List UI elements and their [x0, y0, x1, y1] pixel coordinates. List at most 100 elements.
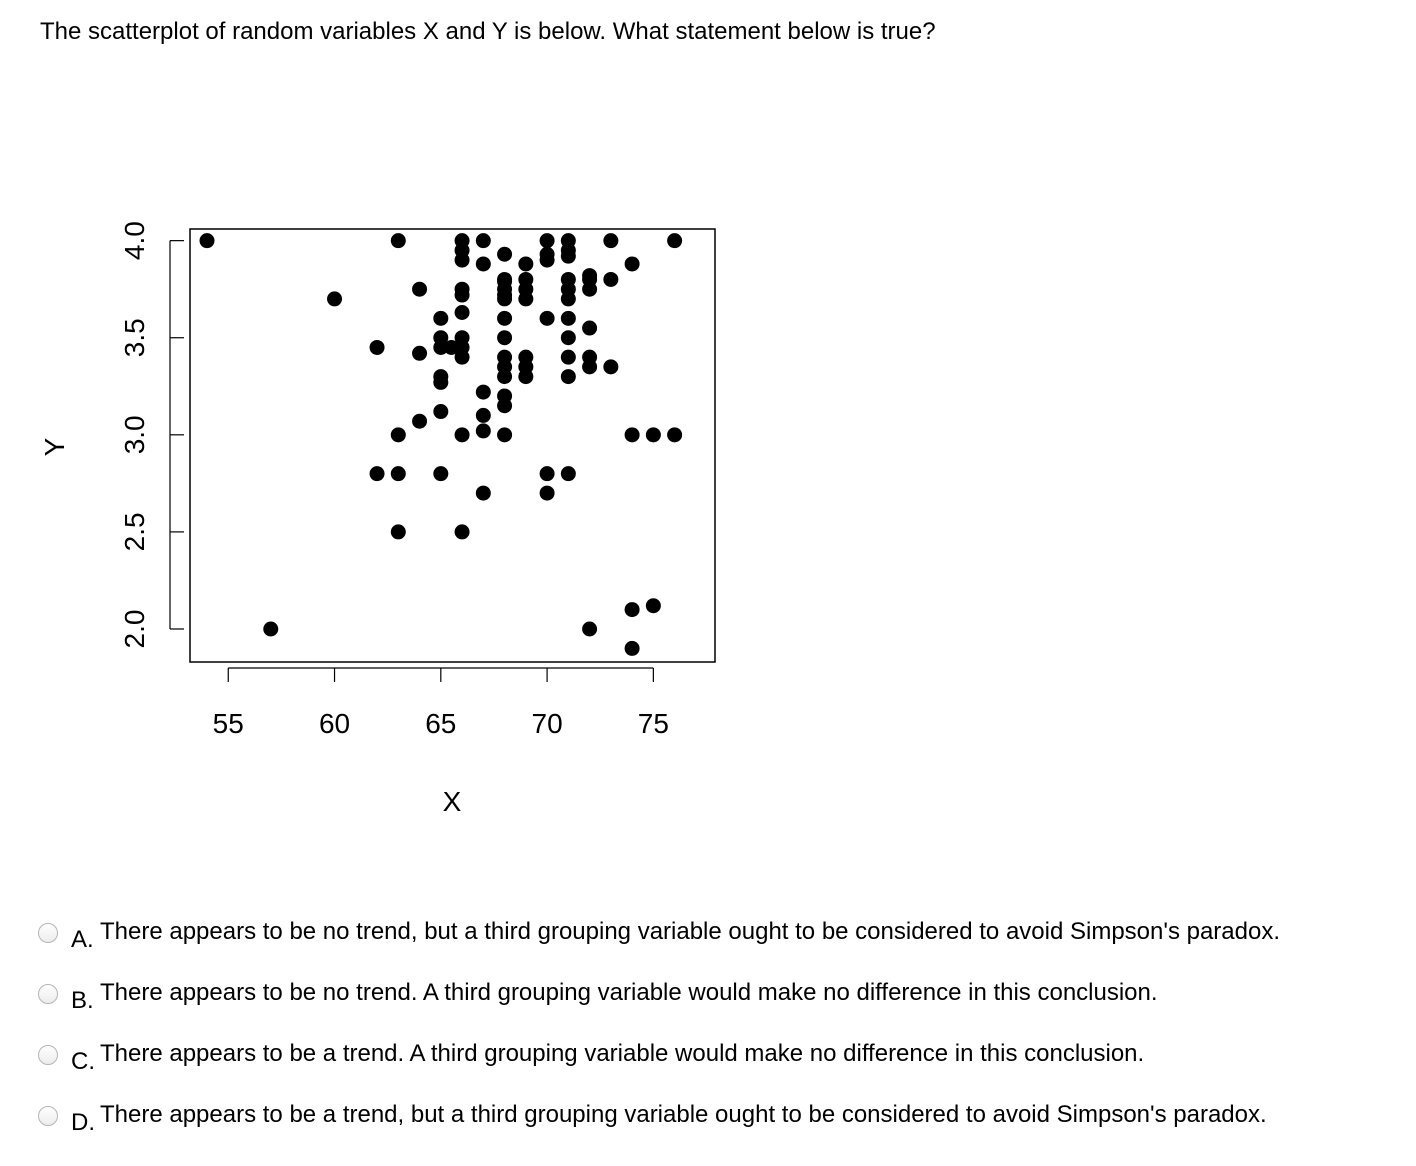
data-point: [454, 252, 470, 268]
data-point: [539, 233, 555, 249]
data-point: [475, 485, 491, 501]
data-point: [497, 246, 513, 262]
data-point: [582, 621, 598, 637]
radio-option-c[interactable]: [38, 1045, 58, 1065]
data-point: [433, 466, 449, 482]
plot-frame: [189, 228, 716, 663]
scatterplot: 55 60 65 70 75 2.0 2.5 3.0 3.5 4.0 X Y: [39, 221, 716, 817]
data-point: [475, 384, 491, 400]
data-point: [497, 310, 513, 326]
data-point: [497, 427, 513, 443]
data-point: [560, 291, 576, 307]
option-text: There appears to be a trend. A third gro…: [100, 1040, 1145, 1067]
data-point: [263, 621, 279, 637]
option-text: There appears to be no trend. A third gr…: [100, 979, 1158, 1006]
x-tick-label: 70: [532, 708, 563, 739]
data-point: [390, 524, 406, 540]
data-point: [433, 330, 449, 346]
data-point: [497, 398, 513, 414]
option-letter: B.: [71, 987, 94, 1014]
data-point: [497, 273, 513, 289]
option-b[interactable]: B. There appears to be no trend. A third…: [36, 973, 1396, 1034]
data-point: [560, 466, 576, 482]
data-point: [454, 427, 470, 443]
data-point: [624, 640, 640, 656]
option-a[interactable]: A. There appears to be no trend, but a t…: [36, 912, 1396, 973]
data-point: [475, 233, 491, 249]
data-point: [560, 349, 576, 365]
x-tick-label: 75: [638, 708, 669, 739]
data-point: [475, 407, 491, 423]
data-point: [560, 330, 576, 346]
data-point: [582, 320, 598, 336]
data-point: [603, 359, 619, 375]
data-point: [199, 233, 215, 249]
data-point: [327, 291, 343, 307]
x-axis-label: X: [443, 786, 462, 817]
data-point: [518, 256, 534, 272]
data-point: [369, 466, 385, 482]
data-point: [390, 233, 406, 249]
data-point: [454, 304, 470, 320]
data-point: [667, 233, 683, 249]
data-point: [475, 423, 491, 439]
data-point: [518, 369, 534, 385]
data-point: [475, 256, 491, 272]
data-point: [433, 310, 449, 326]
data-point: [497, 287, 513, 303]
data-point: [667, 427, 683, 443]
data-point: [443, 339, 459, 355]
data-point: [624, 256, 640, 272]
option-letter: D.: [71, 1109, 95, 1136]
question-text: The scatterplot of random variables X an…: [40, 18, 936, 45]
radio-option-d[interactable]: [38, 1106, 58, 1126]
data-point: [645, 427, 661, 443]
data-point: [390, 466, 406, 482]
option-text: There appears to be no trend, but a thir…: [100, 918, 1281, 945]
data-point: [433, 374, 449, 390]
y-tick-label: 2.0: [119, 610, 150, 649]
x-tick-label: 65: [425, 708, 456, 739]
data-point: [624, 427, 640, 443]
data-point: [582, 281, 598, 297]
data-point: [560, 369, 576, 385]
data-point: [560, 248, 576, 264]
radio-option-b[interactable]: [38, 984, 58, 1004]
data-point: [412, 345, 428, 361]
data-point: [433, 404, 449, 420]
y-axis: 2.0 2.5 3.0 3.5 4.0: [119, 221, 184, 648]
data-point: [497, 330, 513, 346]
option-text: There appears to be a trend, but a third…: [100, 1101, 1267, 1128]
data-point: [412, 281, 428, 297]
x-tick-label: 60: [319, 708, 350, 739]
x-tick-label: 55: [213, 708, 244, 739]
y-tick-label: 3.5: [119, 318, 150, 357]
data-point: [539, 485, 555, 501]
data-point: [539, 310, 555, 326]
x-axis: 55 60 65 70 75: [213, 667, 669, 739]
data-point: [390, 427, 406, 443]
data-point: [603, 271, 619, 287]
option-c[interactable]: C. There appears to be a trend. A third …: [36, 1034, 1396, 1095]
y-tick-label: 3.0: [119, 415, 150, 454]
data-point: [454, 524, 470, 540]
data-point: [518, 291, 534, 307]
data-point: [560, 310, 576, 326]
data-points: [199, 233, 683, 656]
data-point: [412, 413, 428, 429]
option-letter: C.: [71, 1048, 95, 1075]
y-tick-label: 4.0: [119, 221, 150, 260]
option-letter: A.: [71, 926, 94, 953]
data-point: [603, 233, 619, 249]
data-point: [539, 466, 555, 482]
radio-option-a[interactable]: [38, 923, 58, 943]
data-point: [645, 598, 661, 614]
y-axis-label: Y: [39, 437, 70, 456]
option-d[interactable]: D. There appears to be a trend, but a th…: [36, 1095, 1396, 1156]
y-tick-label: 2.5: [119, 512, 150, 551]
data-point: [539, 252, 555, 268]
data-point: [624, 602, 640, 618]
data-point: [454, 287, 470, 303]
data-point: [454, 349, 470, 365]
data-point: [582, 359, 598, 375]
